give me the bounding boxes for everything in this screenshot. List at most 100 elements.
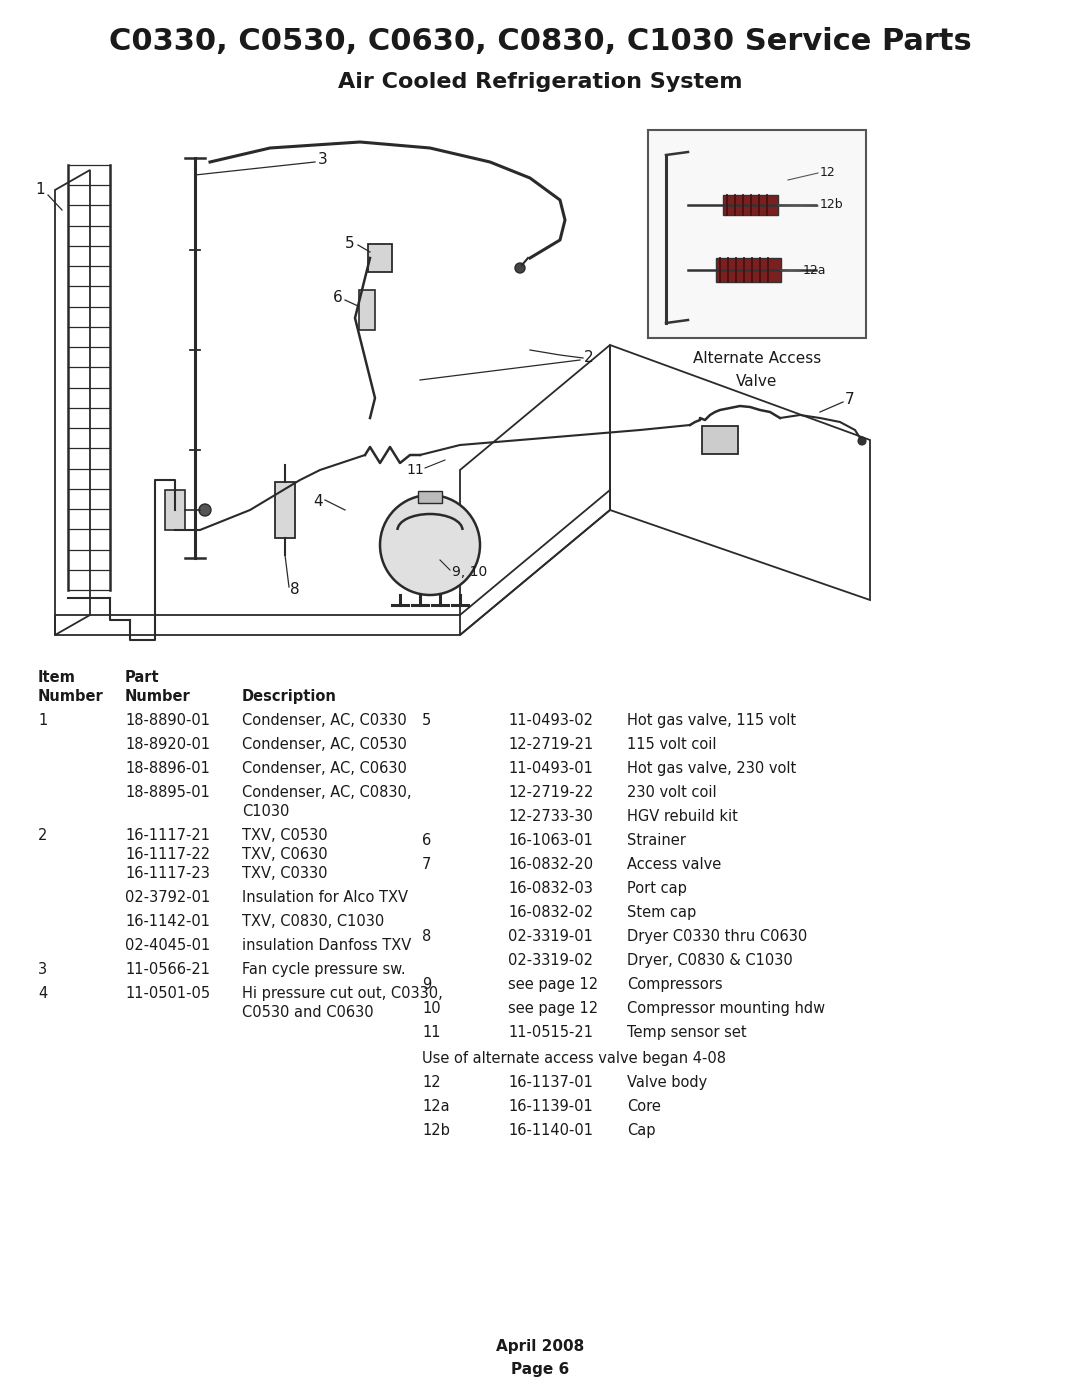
Text: 8: 8 <box>291 583 299 598</box>
Text: 3: 3 <box>38 963 48 977</box>
Text: Strainer: Strainer <box>627 833 686 848</box>
Text: 2: 2 <box>38 828 48 842</box>
Text: Compressors: Compressors <box>627 977 723 992</box>
Text: 6: 6 <box>333 291 342 306</box>
Circle shape <box>380 495 480 595</box>
Text: 18-8895-01: 18-8895-01 <box>125 785 210 800</box>
Text: Core: Core <box>627 1099 661 1113</box>
Text: Alternate Access
Valve: Alternate Access Valve <box>693 352 821 388</box>
Text: 18-8890-01: 18-8890-01 <box>125 712 210 728</box>
Text: Temp sensor set: Temp sensor set <box>627 1025 746 1039</box>
Bar <box>165 490 185 529</box>
Text: TXV, C0330: TXV, C0330 <box>242 866 327 882</box>
Text: April 2008
Page 6: April 2008 Page 6 <box>496 1340 584 1376</box>
Text: 5: 5 <box>346 236 355 250</box>
Text: 4: 4 <box>38 986 48 1002</box>
Text: Condenser, AC, C0830,: Condenser, AC, C0830, <box>242 785 411 800</box>
Text: 16-1117-21: 16-1117-21 <box>125 828 210 842</box>
Text: 3: 3 <box>318 152 327 168</box>
Text: Port cap: Port cap <box>627 882 687 895</box>
Text: 02-3319-02: 02-3319-02 <box>508 953 593 968</box>
Text: 16-0832-02: 16-0832-02 <box>508 905 593 921</box>
Text: C1030: C1030 <box>242 805 289 819</box>
Bar <box>275 482 295 538</box>
Text: Compressor mounting hdw: Compressor mounting hdw <box>627 1002 825 1016</box>
Bar <box>702 426 738 454</box>
Text: 02-3319-01: 02-3319-01 <box>508 929 593 944</box>
Text: Use of alternate access valve began 4-08: Use of alternate access valve began 4-08 <box>422 1051 726 1066</box>
Text: 16-1117-22: 16-1117-22 <box>125 847 211 862</box>
Text: TXV, C0630: TXV, C0630 <box>242 847 327 862</box>
Bar <box>368 244 392 272</box>
Text: C0330, C0530, C0630, C0830, C1030 Service Parts: C0330, C0530, C0630, C0830, C1030 Servic… <box>109 28 971 56</box>
Text: Condenser, AC, C0330: Condenser, AC, C0330 <box>242 712 407 728</box>
Text: 11: 11 <box>406 462 423 476</box>
Text: 16-1137-01: 16-1137-01 <box>508 1076 593 1090</box>
Text: 16-1063-01: 16-1063-01 <box>508 833 593 848</box>
Circle shape <box>515 263 525 272</box>
Text: 12-2719-22: 12-2719-22 <box>508 785 593 800</box>
Text: 11-0493-01: 11-0493-01 <box>508 761 593 775</box>
Text: 8: 8 <box>422 929 431 944</box>
Bar <box>418 490 442 503</box>
Text: 16-1140-01: 16-1140-01 <box>508 1123 593 1139</box>
Text: 9, 10: 9, 10 <box>453 564 487 578</box>
Text: Description: Description <box>242 689 337 704</box>
Text: 16-1142-01: 16-1142-01 <box>125 914 210 929</box>
Text: 12a: 12a <box>422 1099 449 1113</box>
Text: Stem cap: Stem cap <box>627 905 697 921</box>
Text: 11: 11 <box>422 1025 441 1039</box>
Text: HGV rebuild kit: HGV rebuild kit <box>627 809 738 824</box>
Text: 12-2719-21: 12-2719-21 <box>508 738 593 752</box>
Text: 10: 10 <box>422 1002 441 1016</box>
Text: Condenser, AC, C0530: Condenser, AC, C0530 <box>242 738 407 752</box>
Text: TXV, C0830, C1030: TXV, C0830, C1030 <box>242 914 384 929</box>
Text: Number: Number <box>125 689 191 704</box>
Text: Number: Number <box>38 689 104 704</box>
Text: 230 volt coil: 230 volt coil <box>627 785 717 800</box>
Text: 11-0515-21: 11-0515-21 <box>508 1025 593 1039</box>
Text: Hi pressure cut out, C0330,: Hi pressure cut out, C0330, <box>242 986 443 1002</box>
Text: Access valve: Access valve <box>627 856 721 872</box>
Text: 1: 1 <box>38 712 48 728</box>
Text: 2: 2 <box>584 351 594 366</box>
Text: see page 12: see page 12 <box>508 1002 598 1016</box>
Circle shape <box>858 437 866 446</box>
Text: 16-0832-03: 16-0832-03 <box>508 882 593 895</box>
Text: 1: 1 <box>36 183 44 197</box>
Text: 02-3792-01: 02-3792-01 <box>125 890 211 905</box>
Text: 11-0493-02: 11-0493-02 <box>508 712 593 728</box>
Text: TXV, C0530: TXV, C0530 <box>242 828 327 842</box>
Text: Item: Item <box>38 671 76 685</box>
Text: 18-8896-01: 18-8896-01 <box>125 761 210 775</box>
Text: Dryer, C0830 & C1030: Dryer, C0830 & C1030 <box>627 953 793 968</box>
Circle shape <box>199 504 211 515</box>
Text: 115 volt coil: 115 volt coil <box>627 738 716 752</box>
Text: C0530 and C0630: C0530 and C0630 <box>242 1004 374 1020</box>
Text: Condenser, AC, C0630: Condenser, AC, C0630 <box>242 761 407 775</box>
Text: 02-4045-01: 02-4045-01 <box>125 937 211 953</box>
Text: insulation Danfoss TXV: insulation Danfoss TXV <box>242 937 411 953</box>
Text: 7: 7 <box>422 856 431 872</box>
Text: 12b: 12b <box>820 198 843 211</box>
Text: 16-0832-20: 16-0832-20 <box>508 856 593 872</box>
Text: Hot gas valve, 115 volt: Hot gas valve, 115 volt <box>627 712 796 728</box>
Text: Cap: Cap <box>627 1123 656 1139</box>
Text: 11-0566-21: 11-0566-21 <box>125 963 210 977</box>
Text: Air Cooled Refrigeration System: Air Cooled Refrigeration System <box>338 73 742 92</box>
Bar <box>359 291 375 330</box>
Text: 4: 4 <box>313 495 323 510</box>
Text: 16-1117-23: 16-1117-23 <box>125 866 210 882</box>
Text: 12b: 12b <box>422 1123 450 1139</box>
Text: Valve body: Valve body <box>627 1076 707 1090</box>
Text: 7: 7 <box>845 393 854 408</box>
Bar <box>716 258 781 282</box>
Text: see page 12: see page 12 <box>508 977 598 992</box>
Text: 18-8920-01: 18-8920-01 <box>125 738 211 752</box>
Text: Insulation for Alco TXV: Insulation for Alco TXV <box>242 890 408 905</box>
Text: 12-2733-30: 12-2733-30 <box>508 809 593 824</box>
Text: 5: 5 <box>422 712 431 728</box>
Bar <box>723 196 778 215</box>
Text: Dryer C0330 thru C0630: Dryer C0330 thru C0630 <box>627 929 807 944</box>
Text: Fan cycle pressure sw.: Fan cycle pressure sw. <box>242 963 406 977</box>
